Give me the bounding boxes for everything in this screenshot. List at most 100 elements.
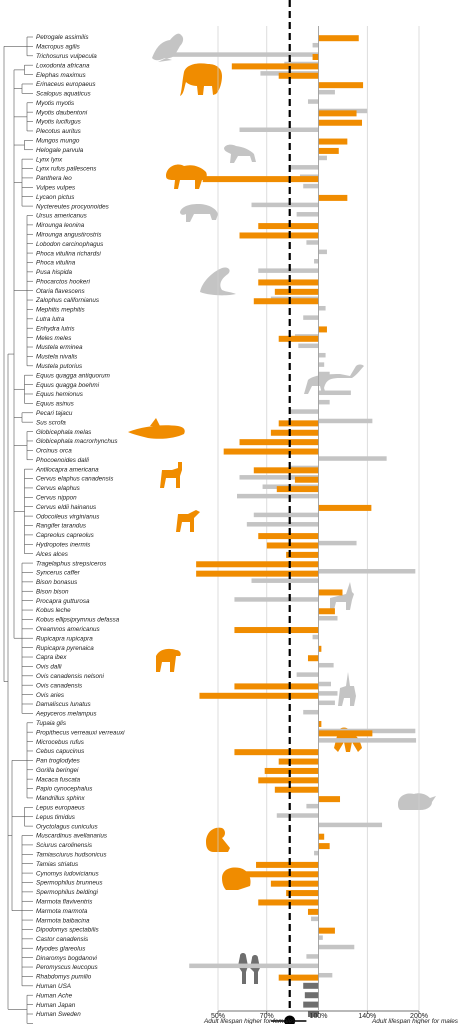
wild-bar [318,110,357,117]
captive-bar [307,99,319,104]
species-label: Capreolus capreolus [36,532,95,539]
captive-bar [318,155,327,161]
captive-bar [303,709,319,715]
elephant-icon [180,63,222,96]
x-tick-label: 200% [410,1013,428,1020]
species-label: Mandrillus sphinx [36,795,85,802]
wild-bar [318,730,373,737]
antelope-icon [330,582,354,610]
captive-bar [318,305,326,311]
species-label: Meles meles [36,335,72,342]
captive-bar [318,738,417,743]
wild-bar [318,843,330,850]
species-label: Alces alces [35,551,69,558]
captive-bar [318,249,327,255]
captive-bar [246,522,319,527]
species-label: Dinaromys bogdanovi [36,955,98,962]
species-label: Kobus ellipsiprymnus defassa [36,617,120,624]
species-label: Myotis lucifugus [36,119,82,126]
species-label: Lynx lynx [36,156,63,163]
species-label: Tamias striatus [36,861,79,868]
captive-bar [318,972,333,978]
species-label: Macaca fuscata [36,776,81,783]
species-label: Enhydra lutris [36,325,75,332]
wild-bar [258,777,319,784]
wild-bar [270,880,319,887]
lynx-icon [224,144,256,163]
species-label: Equus quagga boehmi [36,382,100,389]
species-label: Castor canadensis [36,936,89,943]
captive-bar [251,578,319,583]
species-label: Papio cynocephalus [36,786,93,793]
species-label: Myotis daubentoni [36,109,88,116]
captive-bar [318,390,351,396]
rabbit-icon [398,793,436,810]
species-label: Phoca vitulina richardsi [36,250,101,257]
wild-bar [318,194,348,201]
captive-bar [318,691,338,696]
species-label: Procapra gutturosa [36,598,90,605]
species-label: Equus asinus [36,401,75,408]
captive-bar [258,268,319,273]
species-label: Spermophilus brunneus [36,880,103,887]
species-label: Phocoenoides dalli [36,457,89,464]
species-label: Pusa hispida [36,269,73,276]
wild-bar [256,861,319,868]
wild-bar [318,833,325,840]
species-label: Nyctereutes procyonoides [36,203,110,210]
wild-bar [286,551,319,558]
wild-bar [307,655,319,662]
captive-bar [253,512,319,518]
species-label: Lepus timidus [36,814,76,821]
species-labels: Petrogale assimilis Macropus agilis Tricho… [35,34,125,1018]
wild-bar [231,63,319,70]
captive-bar [306,240,319,245]
species-label: Damaliscus lunatus [36,701,91,708]
species-label: Erinaceus europaeus [36,81,96,88]
wild-bar [239,871,319,878]
humans-icon [238,953,260,984]
wild-bar [318,504,372,511]
species-label: Petrogale assimilis [36,34,89,41]
wild-bar [202,176,319,183]
captive-bar [236,493,319,499]
wild-bar [270,429,319,436]
species-label: Mustela putorius [36,363,83,370]
wild-bar [278,974,319,981]
species-label: Ovis dalli [36,664,62,671]
phylogenetic-tree [3,36,33,1024]
species-label: Sciurus carolinensis [36,842,93,849]
captive-bar [312,634,319,640]
species-label: Macropus agilis [36,44,81,51]
captive-bar [276,813,319,818]
species-label: Aepyceros melampus [35,711,97,718]
reference-lines [270,0,319,1024]
captive-bar [318,418,373,424]
species-label: Elephas maximus [36,72,87,79]
captive-bar [318,822,383,828]
wild-bar [258,279,319,286]
human-bar [304,992,319,999]
captive-bar [189,963,319,969]
species-label: Zalophus californianus [35,297,100,304]
zebra-icon [304,364,364,394]
captive-bar [318,615,338,621]
species-label: Lycaon pictus [36,194,75,201]
species-label: Otaria flavescens [36,288,85,295]
species-label: Lynx rufus pallescens [36,166,97,173]
captive-bar [239,475,319,480]
species-label: Myodes glareolus [36,945,86,952]
species-label: Rhabdomys pumilio [36,974,92,981]
captive-bar [318,362,325,367]
captive-bar [318,700,335,706]
wild-bar [253,467,319,474]
species-label: Dipodomys spectabilis [36,927,99,934]
species-label: Human USA [36,983,71,990]
species-label: Rupicapra rupicapra [36,635,93,642]
species-label: Cervus nippon [36,495,77,502]
captive-bar [303,183,319,189]
species-label: Sus scrofa [36,419,66,426]
bar-layer [162,35,417,1017]
captive-bar [162,52,319,57]
captive-bar [318,352,326,358]
